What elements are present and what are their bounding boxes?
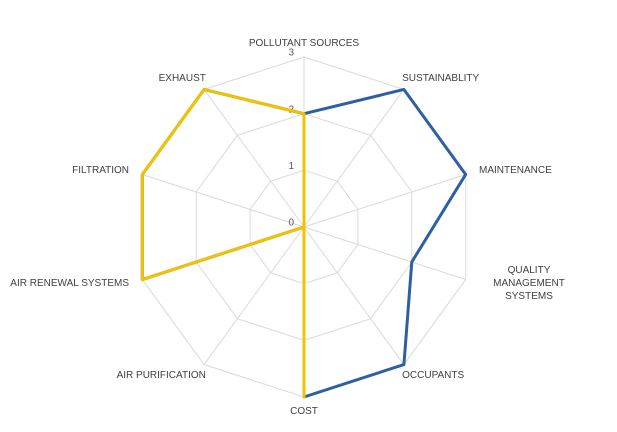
category-label: AIR PURIFICATION [116, 370, 206, 382]
r-tick-label: 1 [288, 161, 294, 172]
series-line [140, 87, 306, 399]
spoke [303, 173, 466, 228]
category-label: POLLUTANT SOURCES [248, 37, 360, 49]
category-label: OCCUPANTS [402, 370, 465, 382]
spoke [203, 89, 305, 228]
spoke [203, 226, 305, 365]
category-label: COST [290, 405, 318, 417]
spoke [142, 173, 305, 228]
r-tick-label: 3 [288, 48, 294, 59]
category-label: MAINTENANCE [478, 164, 552, 176]
category-label: SUSTAINABLITY [402, 72, 480, 84]
spoke [303, 226, 466, 281]
r-tick-label: 0 [288, 218, 294, 229]
category-label: AIR RENEWAL SYSTEMS [10, 278, 130, 290]
category-label: FILTRATION [72, 164, 130, 176]
category-label: EXHAUST [158, 72, 206, 84]
spoke [303, 89, 405, 228]
spoke [303, 226, 405, 365]
category-label: QUALITY MANAGEMENT SYSTEMS [493, 265, 565, 303]
